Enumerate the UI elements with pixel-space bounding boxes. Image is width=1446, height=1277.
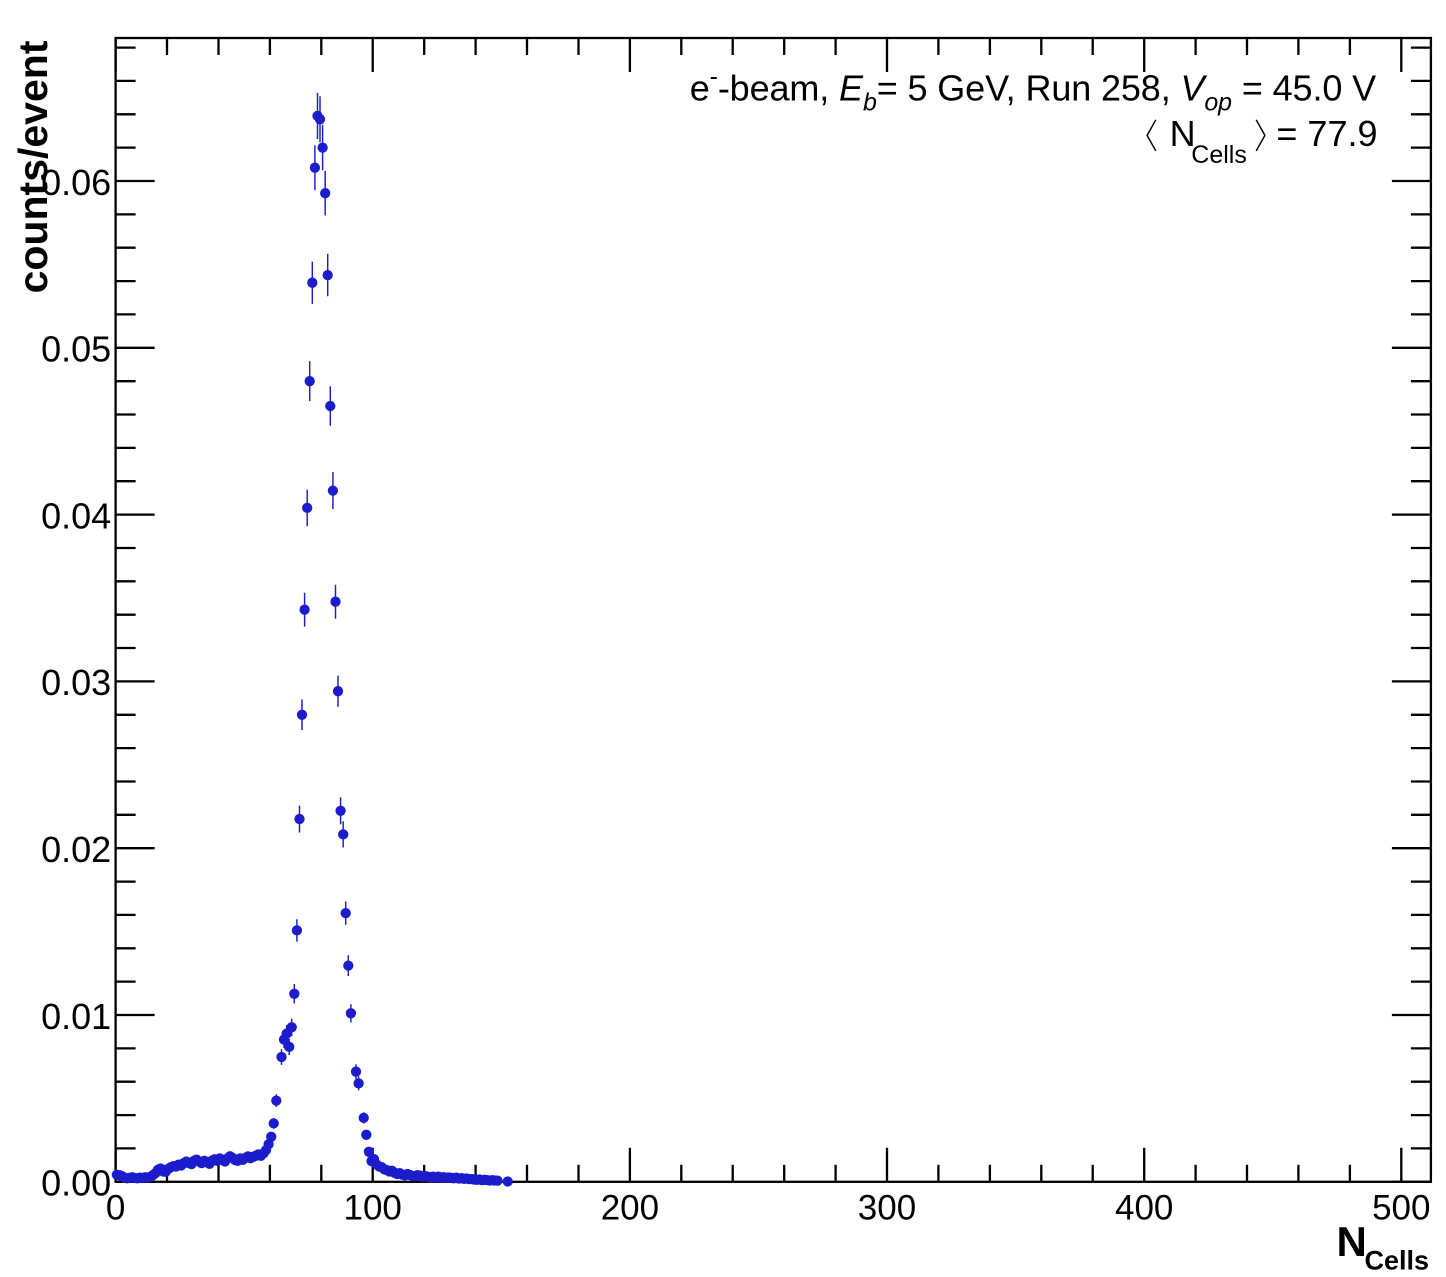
svg-text:0.05: 0.05	[41, 329, 111, 370]
svg-text:0.03: 0.03	[41, 662, 111, 703]
svg-text:0.06: 0.06	[41, 162, 111, 203]
svg-text:400: 400	[1115, 1189, 1173, 1228]
svg-text:100: 100	[343, 1189, 401, 1228]
svg-text:e--beam, Eb= 5 GeV, Run 258, V: e--beam, Eb= 5 GeV, Run 258, Vop = 45.0 …	[690, 63, 1376, 117]
svg-text:N: N	[1170, 113, 1196, 154]
svg-text:300: 300	[858, 1189, 916, 1228]
svg-text:500: 500	[1372, 1189, 1430, 1228]
svg-text:0: 0	[106, 1189, 125, 1228]
svg-text:N: N	[1337, 1218, 1367, 1265]
svg-text:0.02: 0.02	[41, 829, 111, 870]
svg-text:Cells: Cells	[1191, 141, 1247, 169]
svg-text:counts/event: counts/event	[10, 40, 56, 293]
svg-text:200: 200	[601, 1189, 659, 1228]
svg-text:0.01: 0.01	[41, 996, 111, 1037]
svg-text:0.04: 0.04	[41, 495, 111, 536]
svg-text:0.00: 0.00	[41, 1163, 111, 1204]
svg-text:= 77.9: = 77.9	[1276, 113, 1377, 154]
svg-text:Cells: Cells	[1365, 1246, 1430, 1273]
